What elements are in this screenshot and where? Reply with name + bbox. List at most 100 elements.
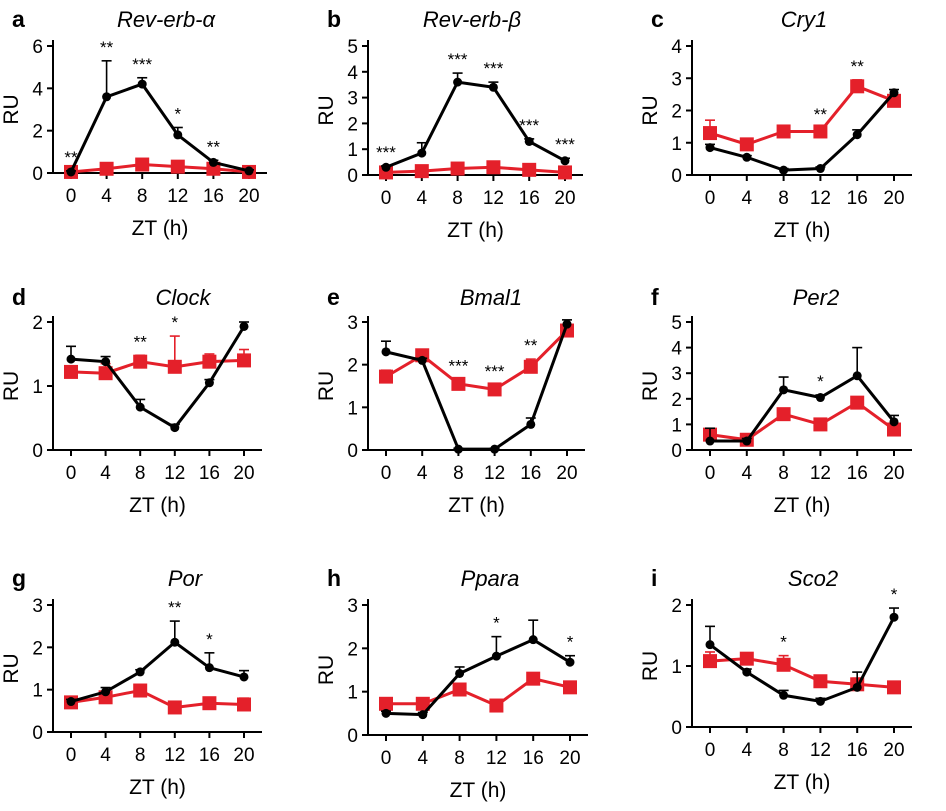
x-tick-label: 12	[483, 188, 504, 209]
data-point	[565, 657, 575, 667]
x-tick-label: 20	[883, 463, 904, 484]
data-point	[239, 321, 249, 331]
data-point	[705, 640, 715, 650]
data-point	[101, 687, 111, 697]
panel-letter: g	[12, 565, 26, 591]
y-tick-label: 1	[347, 683, 358, 704]
x-tick-label: 0	[705, 188, 716, 209]
y-tick-label: 3	[347, 89, 358, 110]
x-tick-label: 8	[452, 188, 463, 209]
x-tick-label: 20	[556, 463, 577, 484]
significance-mark: *	[891, 585, 898, 604]
x-tick-label: 4	[742, 188, 753, 209]
x-axis-title: ZT (h)	[448, 494, 505, 517]
series-line	[70, 325, 246, 430]
data-point	[889, 612, 899, 622]
x-tick-label: 8	[453, 463, 464, 484]
y-tick-label: 3	[347, 313, 358, 334]
data-point	[101, 357, 111, 367]
x-tick-label: 0	[381, 748, 392, 769]
x-tick-label: 0	[705, 740, 716, 761]
y-tick-label: 1	[32, 681, 43, 702]
data-point	[487, 382, 502, 397]
y-tick-label: 0	[671, 441, 682, 462]
x-tick-label: 4	[100, 745, 111, 766]
significance-mark: ***	[555, 135, 575, 154]
significance-mark: **	[207, 137, 221, 156]
data-point	[452, 682, 467, 697]
data-point	[381, 347, 391, 357]
y-tick-label: 1	[671, 415, 682, 436]
series-ko	[379, 671, 577, 713]
y-axis-title: RU	[639, 651, 662, 681]
data-point	[381, 708, 391, 718]
x-axis-title: ZT (h)	[129, 494, 186, 517]
data-point	[522, 162, 537, 177]
data-point	[237, 353, 251, 368]
data-point	[852, 682, 862, 692]
x-tick-label: 8	[454, 748, 465, 769]
x-axis-title: ZT (h)	[447, 219, 504, 242]
y-tick-label: 4	[347, 63, 358, 84]
series-wt	[66, 620, 249, 707]
x-tick-label: 20	[233, 463, 254, 484]
panel-letter: d	[12, 284, 26, 310]
x-tick-label: 0	[66, 745, 77, 766]
data-point	[562, 319, 572, 329]
series-wt	[705, 88, 899, 175]
x-tick-label: 8	[778, 188, 789, 209]
panel-letter: c	[651, 6, 664, 32]
panel-letter: e	[327, 284, 340, 310]
y-axis-title: RU	[315, 655, 338, 685]
series-wt	[705, 607, 899, 706]
data-point	[455, 668, 465, 678]
data-point	[526, 671, 541, 686]
significance-mark: *	[780, 633, 787, 652]
y-axis-title: RU	[315, 371, 338, 401]
data-point	[135, 157, 150, 172]
series-ko	[703, 79, 901, 152]
series-wt	[66, 321, 249, 433]
data-point	[202, 354, 217, 369]
data-point	[453, 444, 463, 454]
significance-mark: **	[134, 332, 148, 351]
y-tick-label: 2	[671, 102, 682, 123]
data-point	[887, 422, 901, 437]
significance-mark: **	[168, 598, 182, 617]
significance-mark: ***	[483, 59, 503, 78]
x-tick-label: 0	[705, 463, 716, 484]
series-wt	[705, 346, 899, 446]
data-point	[206, 161, 221, 176]
x-tick-label: 20	[883, 740, 904, 761]
significance-mark: *	[206, 630, 213, 649]
data-point	[776, 407, 791, 422]
data-point	[98, 366, 113, 381]
data-point	[202, 696, 217, 711]
series-wt	[66, 60, 254, 177]
x-tick-label: 4	[418, 748, 429, 769]
x-axis-title: ZT (h)	[774, 494, 831, 517]
y-axis-title: RU	[639, 95, 662, 125]
series-line	[385, 323, 569, 451]
panel-title: Sco2	[788, 566, 838, 591]
data-point	[237, 697, 251, 712]
x-tick-label: 4	[100, 463, 111, 484]
series-line	[70, 640, 245, 703]
x-tick-label: 0	[66, 463, 77, 484]
data-point	[526, 419, 536, 429]
series-line	[385, 329, 569, 391]
panel-title: Por	[168, 566, 204, 591]
data-point	[489, 698, 504, 713]
y-tick-label: 1	[347, 140, 358, 161]
series-wt	[381, 319, 572, 454]
x-tick-label: 0	[381, 463, 392, 484]
y-tick-label: 0	[671, 166, 682, 187]
data-point	[815, 164, 825, 174]
data-point	[852, 371, 862, 381]
panel-letter: i	[651, 565, 657, 591]
y-tick-label: 0	[347, 441, 358, 462]
